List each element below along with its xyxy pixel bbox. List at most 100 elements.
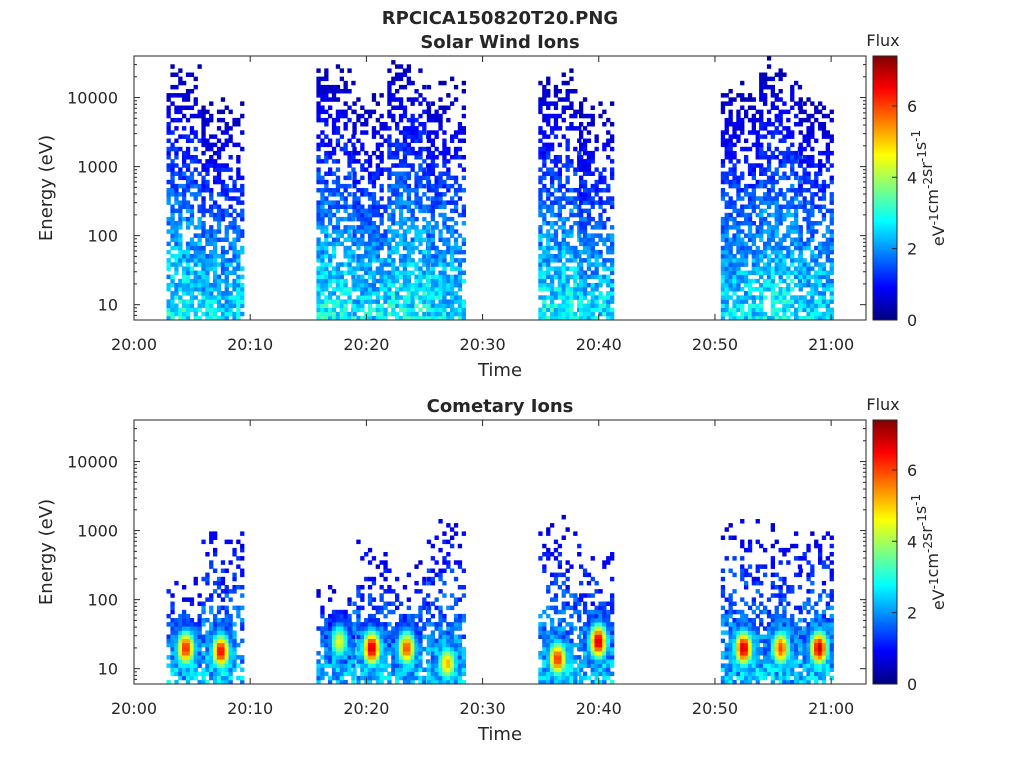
cell <box>767 225 771 230</box>
cell <box>579 295 583 300</box>
cell <box>213 143 217 148</box>
cell <box>178 225 182 230</box>
cell <box>178 118 182 123</box>
cell <box>332 85 336 90</box>
cell <box>794 246 798 251</box>
cell <box>454 176 458 181</box>
cell <box>347 246 351 251</box>
cell <box>225 163 229 168</box>
cell <box>830 118 834 123</box>
cell <box>782 238 786 243</box>
cell <box>340 279 344 284</box>
cell <box>229 110 233 115</box>
cell <box>822 271 826 276</box>
cell <box>554 172 558 177</box>
cell <box>550 287 554 292</box>
cell <box>332 647 336 652</box>
cell <box>790 271 794 276</box>
cell <box>209 188 213 193</box>
cell <box>830 213 834 218</box>
cell <box>411 139 415 144</box>
cell <box>324 312 328 317</box>
cell <box>794 114 798 119</box>
cell <box>236 238 240 243</box>
cell <box>454 655 458 660</box>
cell <box>395 229 399 234</box>
cell <box>324 655 328 660</box>
cell <box>395 271 399 276</box>
spectrogram-cells <box>167 56 834 320</box>
cell <box>454 130 458 135</box>
cell <box>759 89 763 94</box>
cell <box>721 262 725 267</box>
cell <box>763 97 767 102</box>
cell <box>347 635 351 640</box>
cell <box>411 225 415 230</box>
cell <box>542 295 546 300</box>
cell <box>221 630 225 635</box>
cell <box>368 560 372 565</box>
cell <box>786 159 790 164</box>
cell <box>170 192 174 197</box>
cell <box>236 188 240 193</box>
cell <box>340 287 344 292</box>
cell <box>562 238 566 243</box>
cell <box>328 139 332 144</box>
cell <box>372 283 376 288</box>
cell <box>546 122 550 127</box>
cell <box>562 275 566 280</box>
cell <box>380 184 384 189</box>
cell <box>174 192 178 197</box>
cell <box>752 308 756 313</box>
cell <box>380 626 384 631</box>
cell <box>759 299 763 304</box>
cell <box>182 81 186 86</box>
cell <box>186 271 190 276</box>
cell <box>205 271 209 276</box>
cell <box>225 593 229 598</box>
cell <box>736 180 740 185</box>
cell <box>602 143 606 148</box>
cell <box>542 258 546 263</box>
cell <box>826 143 830 148</box>
cell <box>201 258 205 263</box>
cell <box>190 271 194 276</box>
cell <box>725 287 729 292</box>
cell <box>232 266 236 271</box>
cell <box>364 246 368 251</box>
cell <box>830 246 834 251</box>
cell <box>174 622 178 627</box>
cell <box>411 635 415 640</box>
cell <box>442 312 446 317</box>
cell <box>205 577 209 582</box>
cell <box>550 159 554 164</box>
cell <box>763 266 767 271</box>
cell <box>364 639 368 644</box>
cell <box>209 531 213 536</box>
cell <box>320 299 324 304</box>
cell <box>767 118 771 123</box>
cell <box>573 167 577 172</box>
cell <box>399 672 403 677</box>
cell <box>446 659 450 664</box>
cell <box>767 205 771 210</box>
cell <box>332 639 336 644</box>
cell <box>399 159 403 164</box>
cell <box>387 81 391 86</box>
cell <box>356 262 360 267</box>
cell <box>198 287 202 292</box>
cell <box>395 635 399 640</box>
cell <box>395 200 399 205</box>
cell <box>786 233 790 238</box>
cell <box>794 151 798 156</box>
cell <box>775 106 779 111</box>
cell <box>775 196 779 201</box>
cell <box>822 163 826 168</box>
cell <box>558 114 562 119</box>
cell <box>779 163 783 168</box>
cell <box>566 93 570 98</box>
cell <box>380 172 384 177</box>
cell <box>602 279 606 284</box>
cell <box>217 139 221 144</box>
cell <box>830 163 834 168</box>
